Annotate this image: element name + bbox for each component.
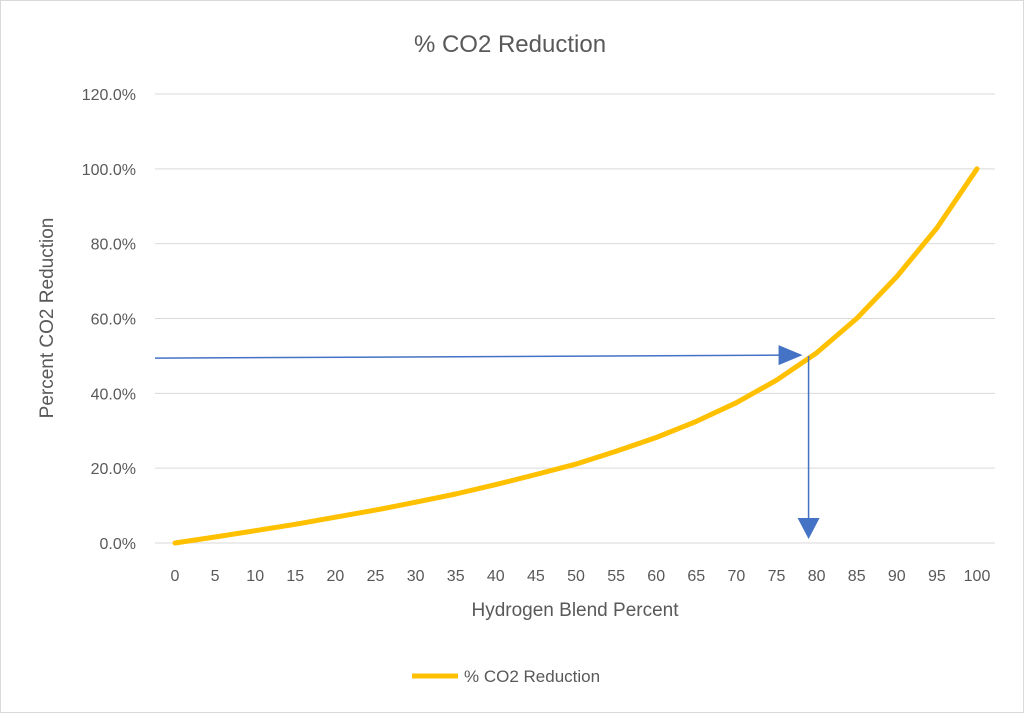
x-tick-label: 70	[728, 568, 746, 585]
y-tick-label: 100.0%	[82, 162, 136, 179]
x-tick-label: 100	[964, 568, 991, 585]
x-tick-label: 90	[888, 568, 906, 585]
x-tick-label: 80	[808, 568, 826, 585]
x-tick-label: 60	[647, 568, 665, 585]
series-layer	[172, 166, 980, 546]
x-tick-label: 40	[487, 568, 505, 585]
y-tick-label: 40.0%	[91, 386, 136, 403]
x-tick-label: 65	[687, 568, 705, 585]
x-tick-label: 85	[848, 568, 866, 585]
y-tick-label: 0.0%	[100, 536, 136, 553]
x-tick-label: 35	[447, 568, 465, 585]
x-tick-label: 5	[211, 568, 220, 585]
y-tick-label: 120.0%	[82, 87, 136, 104]
x-tick-label: 75	[768, 568, 786, 585]
vertical-arrow-head	[797, 518, 820, 539]
chart-title: % CO2 Reduction	[414, 31, 606, 58]
legend: % CO2 Reduction	[412, 667, 600, 686]
x-axis-title: Hydrogen Blend Percent	[471, 600, 679, 621]
x-tick-label: 45	[527, 568, 545, 585]
x-tick-label: 50	[567, 568, 585, 585]
x-tick-label: 15	[286, 568, 304, 585]
y-tick-labels: 0.0% 20.0% 40.0% 60.0% 80.0% 100.0% 120.0%	[82, 87, 136, 553]
x-tick-label: 10	[246, 568, 264, 585]
y-tick-label: 60.0%	[91, 312, 136, 329]
y-tick-label: 80.0%	[91, 237, 136, 254]
x-tick-label: 0	[171, 568, 180, 585]
x-tick-label: 95	[928, 568, 946, 585]
horizontal-arrow-line	[154, 354, 781, 359]
x-tick-label: 25	[367, 568, 385, 585]
gridlines	[155, 93, 995, 544]
series-line	[172, 166, 980, 546]
annotation-layer	[154, 345, 820, 539]
y-tick-label: 20.0%	[91, 461, 136, 478]
x-tick-label: 20	[327, 568, 345, 585]
legend-label: % CO2 Reduction	[464, 667, 600, 686]
horizontal-arrow-head	[778, 345, 803, 366]
y-axis-title: Percent CO2 Reduction	[37, 218, 58, 419]
x-tick-label: 30	[407, 568, 425, 585]
x-tick-labels: 0 5 10 15 20 25 30 35 40 45 50 55 60 65 70 75 80 85 90 95 10…	[171, 568, 991, 585]
x-tick-label: 55	[607, 568, 625, 585]
